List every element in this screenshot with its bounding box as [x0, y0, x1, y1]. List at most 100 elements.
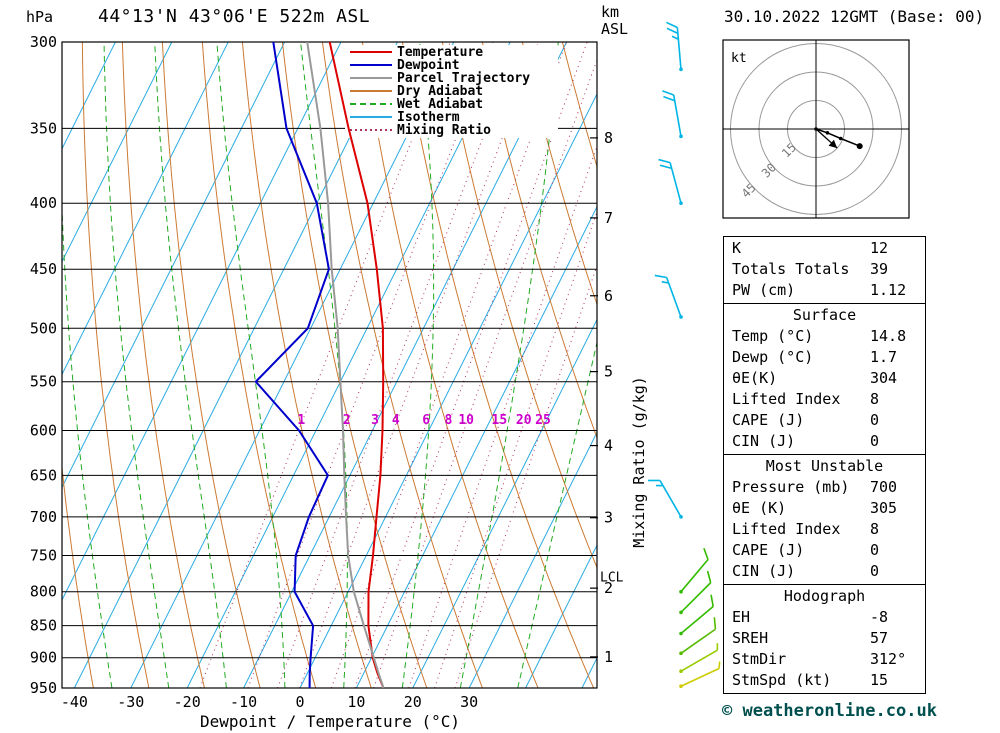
- svg-text:4: 4: [392, 413, 400, 428]
- svg-text:20: 20: [516, 413, 532, 428]
- svg-text:3: 3: [604, 509, 613, 527]
- km-label: km: [601, 3, 620, 21]
- stat-label: Temp (°C): [732, 327, 814, 345]
- copyright-text: © weatheronline.co.uk: [722, 701, 937, 721]
- svg-text:600: 600: [30, 421, 57, 439]
- stat-value: 1.7: [870, 348, 898, 366]
- indices-table: K 12 Totals Totals 39 PW (cm) 1.12: [723, 236, 926, 304]
- surface-table-header: Surface: [792, 306, 857, 324]
- table-row: StmDir 312°: [724, 649, 925, 670]
- svg-text:-30: -30: [117, 693, 144, 711]
- svg-text:500: 500: [30, 319, 57, 337]
- svg-text:850: 850: [30, 617, 57, 635]
- table-row: Temp (°C) 14.8: [724, 326, 925, 347]
- svg-text:Dewpoint: Dewpoint: [397, 58, 460, 73]
- svg-text:8: 8: [444, 413, 452, 428]
- table-row: CIN (J) 0: [724, 561, 925, 582]
- svg-text:2: 2: [343, 413, 351, 428]
- svg-text:Dry Adiabat: Dry Adiabat: [397, 84, 483, 99]
- x-axis-title: Dewpoint / Temperature (°C): [200, 712, 460, 731]
- hodograph-table-header: Hodograph: [783, 587, 866, 605]
- svg-text:550: 550: [30, 373, 57, 391]
- asl-label: ASL: [601, 20, 629, 38]
- dewpoint-curve: [254, 42, 330, 688]
- plot-frame: [61, 41, 598, 689]
- stat-value: 0: [870, 411, 880, 429]
- lcl-marker: LCL: [600, 571, 624, 586]
- stat-value: 12: [870, 239, 889, 257]
- svg-text:Parcel Trajectory: Parcel Trajectory: [397, 71, 530, 86]
- stat-label: CAPE (J): [732, 541, 805, 559]
- stat-label: CIN (J): [732, 562, 796, 580]
- stat-value: 0: [870, 562, 880, 580]
- table-row: Pressure (mb) 700: [724, 477, 925, 498]
- pressure-unit-label: hPa: [26, 8, 54, 26]
- most-unstable-rows: Pressure (mb) 700 θE (K) 305 Lifted Index 8 CA…: [724, 477, 925, 582]
- svg-text:LCL: LCL: [600, 571, 624, 586]
- svg-text:30: 30: [460, 693, 478, 711]
- mixing-ratio-lines: [199, 42, 597, 688]
- stat-value: 8: [870, 390, 880, 408]
- svg-text:Dewpoint / Temperature (°C): Dewpoint / Temperature (°C): [200, 712, 460, 731]
- table-row: Lifted Index 8: [724, 519, 925, 540]
- svg-text:20: 20: [404, 693, 422, 711]
- stat-value: 57: [870, 629, 889, 647]
- dry-adiabat-lines: [62, 42, 597, 688]
- stat-label: K: [732, 239, 742, 257]
- stat-label: Totals Totals: [732, 260, 850, 278]
- stat-label: θE(K): [732, 369, 778, 387]
- stat-value: 8: [870, 520, 880, 538]
- wet-adiabat-lines: [62, 42, 597, 688]
- svg-text:2: 2: [604, 579, 613, 597]
- table-row: CIN (J) 0: [724, 431, 925, 452]
- stat-label: PW (cm): [732, 281, 796, 299]
- svg-text:650: 650: [30, 466, 57, 484]
- table-row: PW (cm) 1.12: [724, 280, 925, 301]
- stat-value: 1.12: [870, 281, 907, 299]
- svg-text:0: 0: [295, 693, 304, 711]
- svg-text:750: 750: [30, 547, 57, 565]
- table-row: CAPE (J) 0: [724, 540, 925, 561]
- table-row: θE (K) 305: [724, 498, 925, 519]
- altitude-axis-unit: km ASL: [601, 4, 628, 38]
- stat-value: 14.8: [870, 327, 907, 345]
- svg-text:6: 6: [604, 287, 613, 305]
- isotherm-lines: [62, 42, 597, 688]
- stat-label: SREH: [732, 629, 769, 647]
- svg-text:450: 450: [30, 260, 57, 278]
- stat-value: 305: [870, 499, 898, 517]
- table-row: θE(K) 304: [724, 368, 925, 389]
- stat-label: StmSpd (kt): [732, 671, 832, 689]
- hodograph-rows: EH -8 SREH 57 StmDir 312° StmSpd (kt) 15: [724, 607, 925, 691]
- stat-label: θE (K): [732, 499, 787, 517]
- stat-label: Lifted Index: [732, 520, 841, 538]
- svg-text:-10: -10: [230, 693, 257, 711]
- svg-text:400: 400: [30, 194, 57, 212]
- svg-text:10: 10: [458, 413, 474, 428]
- svg-text:1: 1: [297, 413, 305, 428]
- stat-label: Dewp (°C): [732, 348, 814, 366]
- surface-table: Surface Temp (°C) 14.8 Dewp (°C) 1.7 θE(K) 30…: [723, 303, 926, 455]
- svg-text:25: 25: [535, 413, 551, 428]
- stat-value: 700: [870, 478, 898, 496]
- svg-text:15: 15: [492, 413, 508, 428]
- datetime-label: 30.10.2022 12GMT (Base: 00): [724, 7, 985, 26]
- stat-value: 304: [870, 369, 898, 387]
- svg-text:kt: kt: [731, 51, 747, 66]
- table-row: CAPE (J) 0: [724, 410, 925, 431]
- svg-text:8: 8: [604, 129, 613, 147]
- mixing-ratio-labels: 1 2 3 4 6 8 10 15 20 25: [297, 413, 551, 428]
- svg-text:3: 3: [371, 413, 379, 428]
- km-altitude-axis: 1 2 3 4 5 6 7 8: [590, 129, 613, 666]
- table-row: Lifted Index 8: [724, 389, 925, 410]
- stat-value: 15: [870, 671, 889, 689]
- svg-text:-40: -40: [61, 693, 88, 711]
- svg-text:7: 7: [604, 209, 613, 227]
- mixing-ratio-axis-title: Mixing Ratio (g/kg): [630, 376, 648, 548]
- svg-text:700: 700: [30, 508, 57, 526]
- svg-text:6: 6: [422, 413, 430, 428]
- stat-value: -8: [870, 608, 889, 626]
